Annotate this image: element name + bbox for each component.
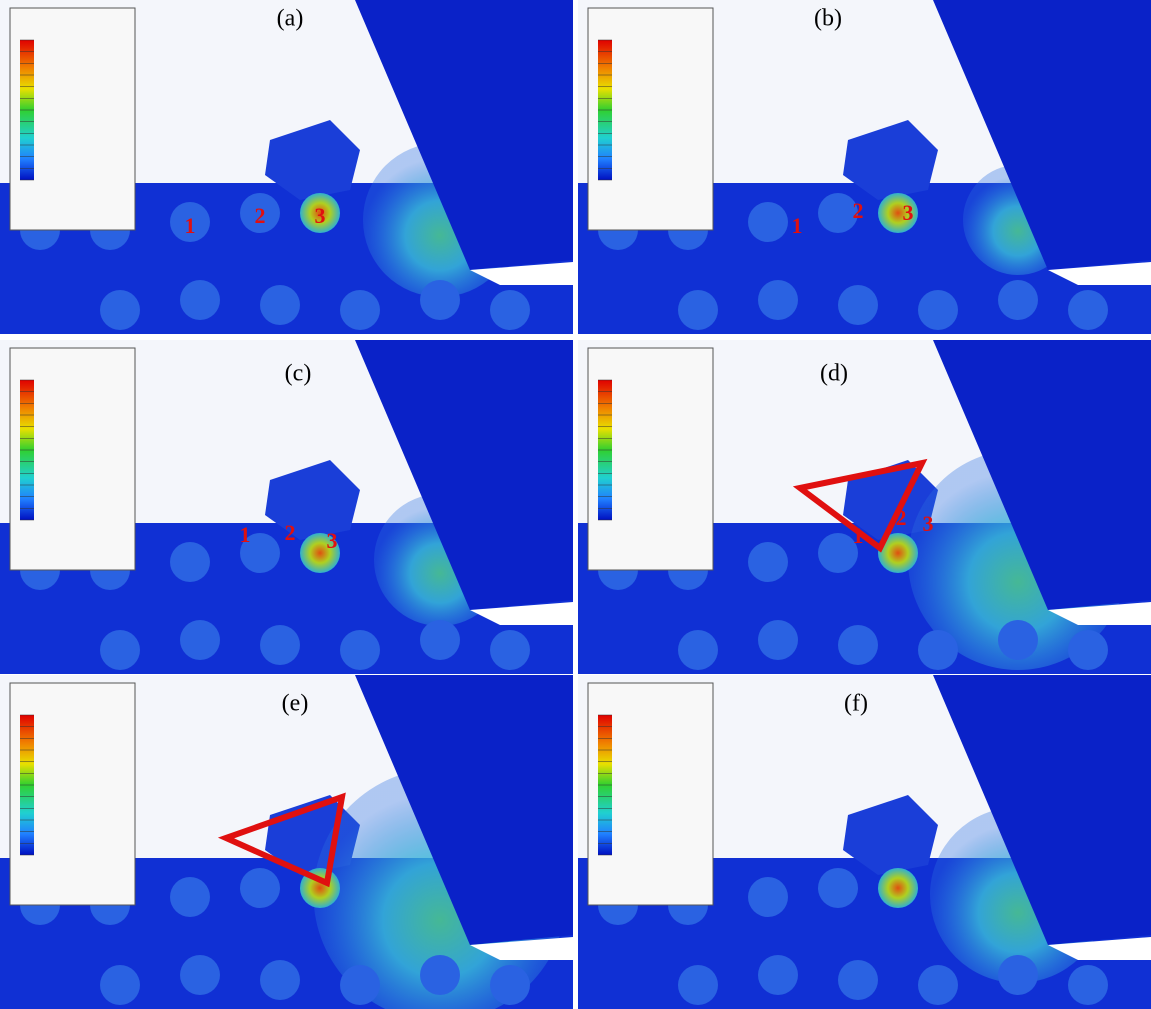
panel-label: (b) (814, 6, 842, 32)
particle (170, 542, 210, 582)
particle-number: 1 (185, 213, 196, 238)
panel-label: (c) (285, 361, 312, 387)
particle (100, 290, 140, 330)
tool-gap (1048, 937, 1151, 960)
particle (678, 965, 718, 1005)
particle-number: 1 (792, 213, 803, 238)
tool-gap (470, 602, 573, 625)
panel: (c) 1 2 3 (0, 340, 573, 674)
particle (818, 533, 858, 573)
panel: (d) 1 2 3 (578, 340, 1151, 674)
particle (340, 630, 380, 670)
particle (170, 877, 210, 917)
particle (180, 620, 220, 660)
particle (918, 630, 958, 670)
particle-number: 2 (285, 520, 296, 545)
red-triangle (792, 458, 928, 553)
tool-gap (470, 262, 573, 285)
particle (180, 955, 220, 995)
panel-label: (d) (820, 361, 848, 387)
tool (933, 340, 1151, 610)
panel: (b) 1 2 3 (578, 0, 1151, 334)
tool-gap (1048, 262, 1151, 285)
particle (1068, 290, 1108, 330)
particle (240, 193, 280, 233)
tool (355, 0, 573, 270)
particle (998, 620, 1038, 660)
panel: (f) (578, 675, 1151, 1009)
particle (170, 202, 210, 242)
particle (758, 955, 798, 995)
particle (420, 620, 460, 660)
tool (355, 340, 573, 610)
particle-number: 3 (315, 203, 326, 228)
particle (748, 877, 788, 917)
particle (838, 625, 878, 665)
particle (878, 193, 918, 233)
particle (818, 868, 858, 908)
particle (878, 868, 918, 908)
particle (260, 285, 300, 325)
chip (843, 795, 938, 875)
tool (933, 675, 1151, 945)
particle (100, 965, 140, 1005)
particle-number: 1 (853, 523, 864, 548)
particle (918, 290, 958, 330)
particle (490, 290, 530, 330)
particle-number: 2 (896, 505, 907, 530)
particle (748, 202, 788, 242)
panel-label: (e) (282, 691, 309, 717)
particle (998, 955, 1038, 995)
chip (265, 120, 360, 200)
chip (843, 120, 938, 200)
particle (818, 193, 858, 233)
particle (420, 955, 460, 995)
panel: (a) 1 2 3 (0, 0, 573, 334)
panel-label: (a) (277, 6, 304, 32)
particle (300, 193, 340, 233)
particle (180, 280, 220, 320)
tool (355, 675, 573, 945)
particle (100, 630, 140, 670)
particle (420, 280, 460, 320)
particle-number: 3 (903, 200, 914, 225)
particle (340, 965, 380, 1005)
particle (678, 630, 718, 670)
particle (998, 280, 1038, 320)
particle (300, 533, 340, 573)
particle (1068, 965, 1108, 1005)
tool-gap (470, 937, 573, 960)
tool-gap (1048, 602, 1151, 625)
particle (240, 533, 280, 573)
particle (678, 290, 718, 330)
panel: (e) (0, 675, 573, 1009)
red-triangle (217, 792, 346, 888)
particle (748, 542, 788, 582)
particle-number: 3 (327, 528, 338, 553)
chip (265, 460, 360, 540)
particle (838, 285, 878, 325)
particle (918, 965, 958, 1005)
particle (758, 280, 798, 320)
particle-number: 3 (923, 511, 934, 536)
particle (260, 625, 300, 665)
particle (490, 965, 530, 1005)
particle-number: 2 (255, 203, 266, 228)
particle-number: 2 (853, 198, 864, 223)
particle (260, 960, 300, 1000)
particle-number: 1 (240, 522, 251, 547)
panel-label: (f) (844, 691, 868, 717)
particle (1068, 630, 1108, 670)
particle (240, 868, 280, 908)
particle (340, 290, 380, 330)
particle (838, 960, 878, 1000)
particle (490, 630, 530, 670)
particle (758, 620, 798, 660)
particle (878, 533, 918, 573)
tool (933, 0, 1151, 270)
